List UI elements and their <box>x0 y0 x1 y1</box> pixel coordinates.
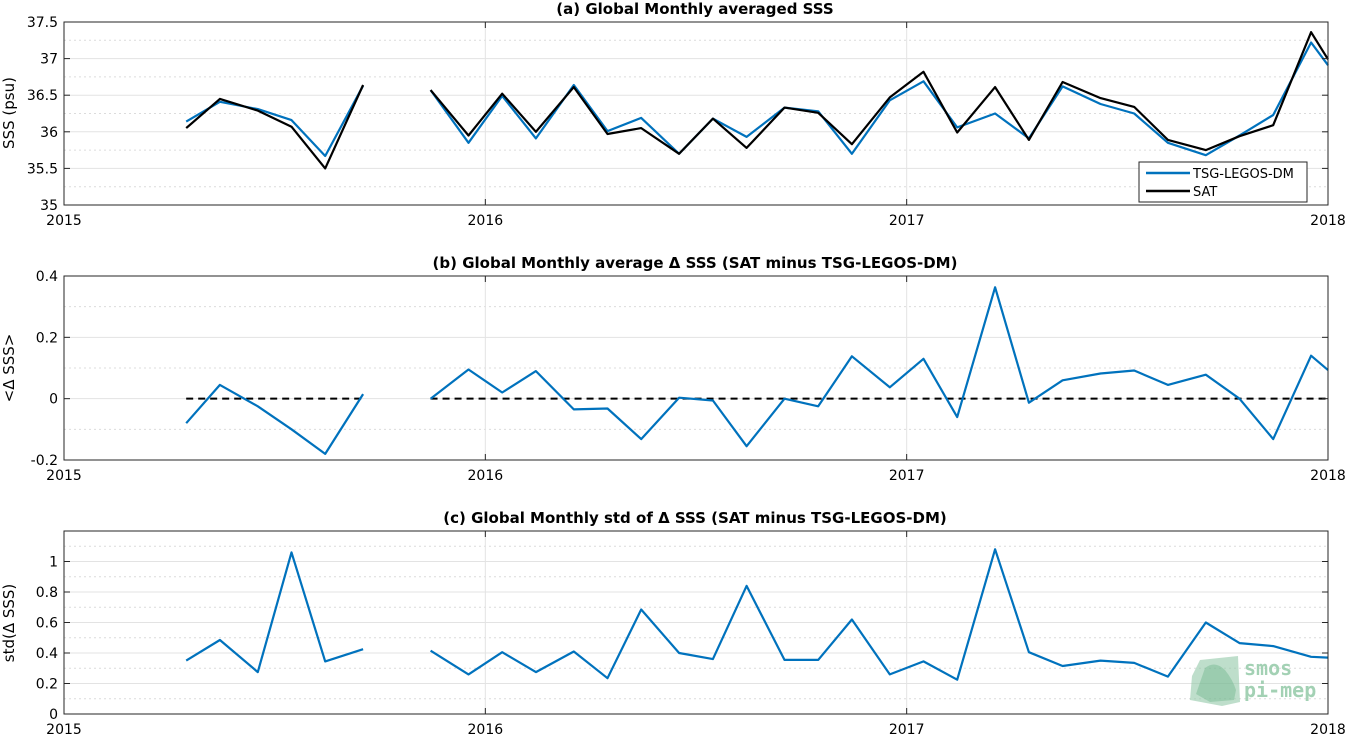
panel-b-y-tick-label: 0 <box>49 392 58 408</box>
panel-c-y-tick-label: 0.6 <box>36 616 58 632</box>
panel-c-y-tick-label: 0.8 <box>36 585 58 601</box>
legend: TSG-LEGOS-DM SAT <box>1138 161 1308 203</box>
panel-a-y-tick-label: 36.5 <box>27 88 58 104</box>
panel-a-axes-frame <box>63 21 1329 206</box>
panel-b-x-tick-label: 2016 <box>468 468 504 484</box>
panel-c-x-tick-label: 2015 <box>46 722 82 736</box>
panel-b-title: (b) Global Monthly average Δ SSS (SAT mi… <box>433 254 958 272</box>
panel-b-series-tsg-line <box>429 286 1329 448</box>
panel-c-series-tsg-line <box>185 551 364 674</box>
panel-c-ylabel: std(Δ SSS) <box>0 584 18 663</box>
panel-c-title: (c) Global Monthly std of Δ SSS (SAT min… <box>443 509 946 527</box>
panel-a: (a) Global Monthly averaged SSS SSS (psu… <box>0 0 1346 229</box>
panel-b: (b) Global Monthly average Δ SSS (SAT mi… <box>0 254 1346 484</box>
panel-c-y-tick-label: 1 <box>49 555 58 571</box>
panel-c-y-tick-label: 0.2 <box>36 677 58 693</box>
panel-b-x-tick-label: 2018 <box>1310 468 1346 484</box>
panel-c-y-tick-label: 0 <box>49 707 58 723</box>
panel-c-x-tick-label: 2017 <box>889 722 925 736</box>
panel-b-y-tick-label: 0.4 <box>36 269 58 285</box>
panel-b-x-tick-label: 2015 <box>46 468 82 484</box>
panel-a-x-tick-label: 2016 <box>468 213 504 229</box>
panel-b-axes-frame <box>63 275 1329 461</box>
panel-a-y-tick-label: 35.5 <box>27 161 58 177</box>
logo-line-1: smos <box>1244 656 1292 680</box>
panel-c-x-tick-label: 2018 <box>1310 722 1346 736</box>
legend-box <box>1138 161 1308 203</box>
panel-a-y-tick-label: 36 <box>40 125 58 141</box>
panel-c: (c) Global Monthly std of Δ SSS (SAT min… <box>0 509 1346 736</box>
logo-wave-icon-inner <box>1196 664 1236 702</box>
panel-a-y-tick-label: 37.5 <box>27 15 58 31</box>
panel-a-y-tick-label: 37 <box>40 52 58 68</box>
panel-a-ylabel: SSS (psu) <box>0 77 18 149</box>
panel-c-y-tick-label: 0.4 <box>36 646 58 662</box>
panel-c-x-tick-label: 2016 <box>468 722 504 736</box>
panel-a-series-tsg-line <box>429 41 1329 157</box>
panel-a-x-tick-label: 2017 <box>889 213 925 229</box>
panel-b-series-tsg-line <box>185 383 365 455</box>
panel-b-x-tick-label: 2017 <box>889 468 925 484</box>
panel-a-title: (a) Global Monthly averaged SSS <box>556 0 833 18</box>
legend-label-sat: SAT <box>1193 185 1217 200</box>
panel-a-x-tick-label: 2018 <box>1310 213 1346 229</box>
legend-label-tsg: TSG-LEGOS-DM <box>1192 167 1294 182</box>
panel-b-y-tick-label: -0.2 <box>31 453 58 469</box>
logo-line-2: pi-mep <box>1244 678 1316 702</box>
panel-a-y-tick-label: 35 <box>40 198 58 214</box>
panel-a-x-tick-label: 2015 <box>46 213 82 229</box>
panel-a-series-sat-line <box>185 84 365 170</box>
panel-b-y-tick-label: 0.2 <box>36 330 58 346</box>
smos-pi-mep-logo: smos pi-mep <box>1190 656 1316 706</box>
panel-b-ylabel: <Δ SSS> <box>0 334 18 403</box>
panel-c-series-tsg-line <box>430 548 1329 681</box>
panel-a-series-sat-line <box>429 31 1329 155</box>
